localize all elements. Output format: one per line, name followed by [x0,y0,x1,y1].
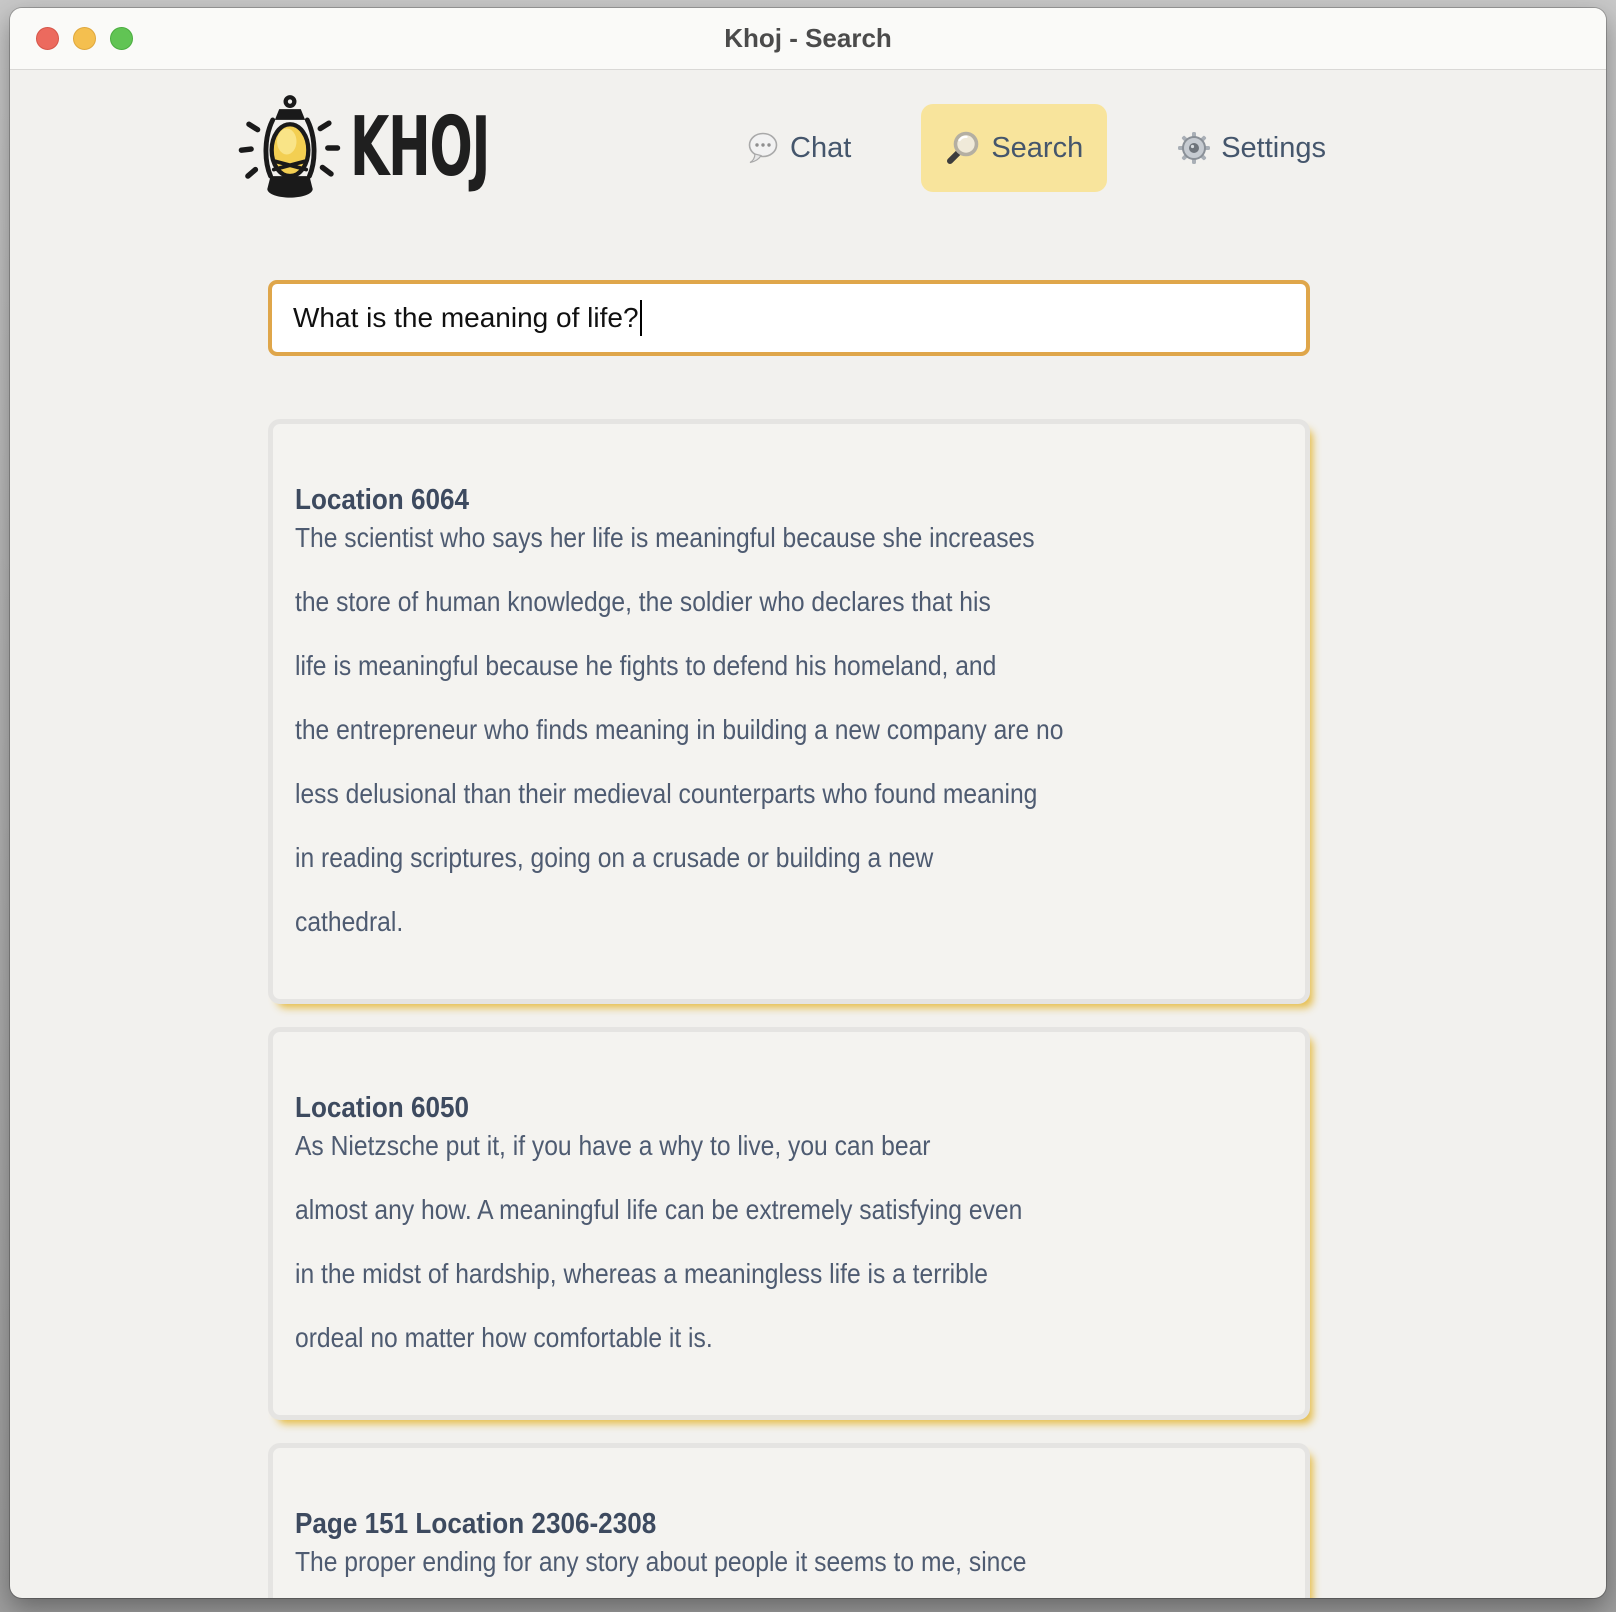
result-line: the entrepreneur who finds meaning in bu… [295,714,1064,745]
khoj-wordmark: KHOJ [350,100,490,195]
search-input[interactable]: What is the meaning of life? [268,280,1310,356]
chat-bubble-icon [748,132,778,164]
nav-settings-label: Settings [1221,131,1326,164]
window-controls [36,27,133,50]
result-line: cathedral. [295,906,404,937]
zoom-button[interactable] [110,27,133,50]
result-line: the store of human knowledge, the soldie… [295,586,991,617]
result-card[interactable]: Location 6064 The scientist who says her… [268,419,1310,1004]
result-title: Location 6064 [295,484,470,516]
search-input-value: What is the meaning of life? [293,302,639,333]
nav-chat[interactable]: Chat [746,131,851,165]
result-title: Page 151 Location 2306-2308 [295,1508,657,1540]
khoj-logo: KHOJ [236,94,574,202]
result-line: in reading scriptures, going on a crusad… [295,842,934,873]
nav-chat-label: Chat [790,131,852,164]
main-nav: Chat Search [746,104,1326,192]
app-window: Khoj - Search [10,8,1606,1598]
result-line: life is meaningful because he fights to … [295,650,997,681]
nav-search-label: Search [991,131,1084,164]
titlebar: Khoj - Search [10,8,1606,70]
result-card[interactable]: Page 151 Location 2306-2308 The proper e… [268,1443,1310,1598]
result-title: Location 6050 [295,1092,470,1124]
nav-search[interactable]: Search [921,104,1108,192]
result-line: in the midst of hardship, whereas a mean… [295,1258,988,1289]
app-header: KHOJ Chat Search [10,70,1606,202]
close-button[interactable] [36,27,59,50]
result-line: The proper ending for any story about pe… [295,1546,1027,1577]
result-line: The scientist who says her life is meani… [295,522,1035,553]
nav-settings[interactable]: Settings [1177,131,1326,165]
result-card[interactable]: Location 6050 As Nietzsche put it, if yo… [268,1027,1310,1420]
result-line: almost any how. A meaningful life can be… [295,1194,1023,1225]
search-results: Location 6064 The scientist who says her… [268,419,1310,1598]
gear-icon [1178,132,1211,164]
lantern-icon [238,95,341,198]
text-caret [639,300,642,336]
minimize-button[interactable] [73,27,96,50]
result-line: As Nietzsche put it, if you have a why t… [295,1130,931,1161]
search-section: What is the meaning of life? [268,280,1310,356]
result-line: ordeal no matter how comfortable it is. [295,1322,713,1353]
magnifier-icon [947,131,979,164]
result-line: less delusional than their medieval coun… [295,778,1038,809]
window-title: Khoj - Search [724,23,892,53]
